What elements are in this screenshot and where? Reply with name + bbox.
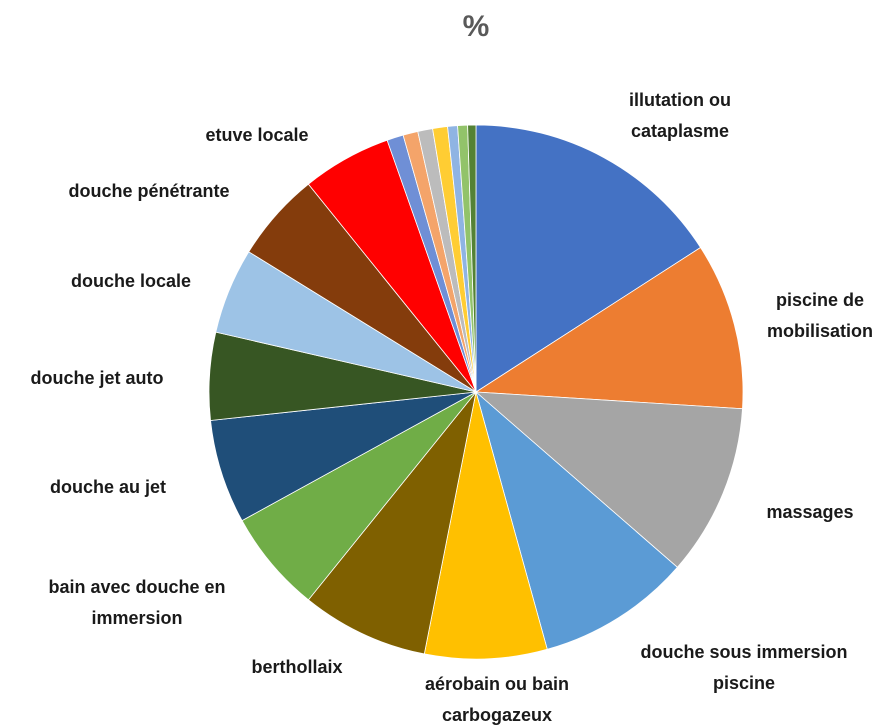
slice-label: massages (766, 502, 854, 522)
slice-label: douche pénétrante (68, 181, 230, 201)
pie-slice (475, 124, 702, 393)
pie-slice (474, 391, 743, 568)
slice-label: berthollaix (251, 657, 343, 677)
slice-label: douche locale (70, 271, 192, 291)
slice-label: douche au jet (49, 477, 166, 497)
pie-slice (467, 124, 477, 393)
pie-slice (475, 390, 678, 650)
slice-label: etuve locale (205, 125, 309, 145)
chart-title: % (462, 10, 490, 43)
pie-slice (474, 246, 744, 410)
slice-label: piscine de mobilisation (766, 290, 873, 341)
slice-label: bain avec douche en immersion (48, 577, 226, 628)
pie-slice (307, 391, 477, 655)
pie-slice (423, 391, 548, 660)
slice-label: douche sous immersion piscine (640, 642, 848, 693)
slice-label: douche jet auto (30, 368, 164, 388)
slice-label: illutation ou cataplasme (629, 90, 731, 141)
slice-label: aérobain ou bain carbogazeux (424, 674, 570, 725)
